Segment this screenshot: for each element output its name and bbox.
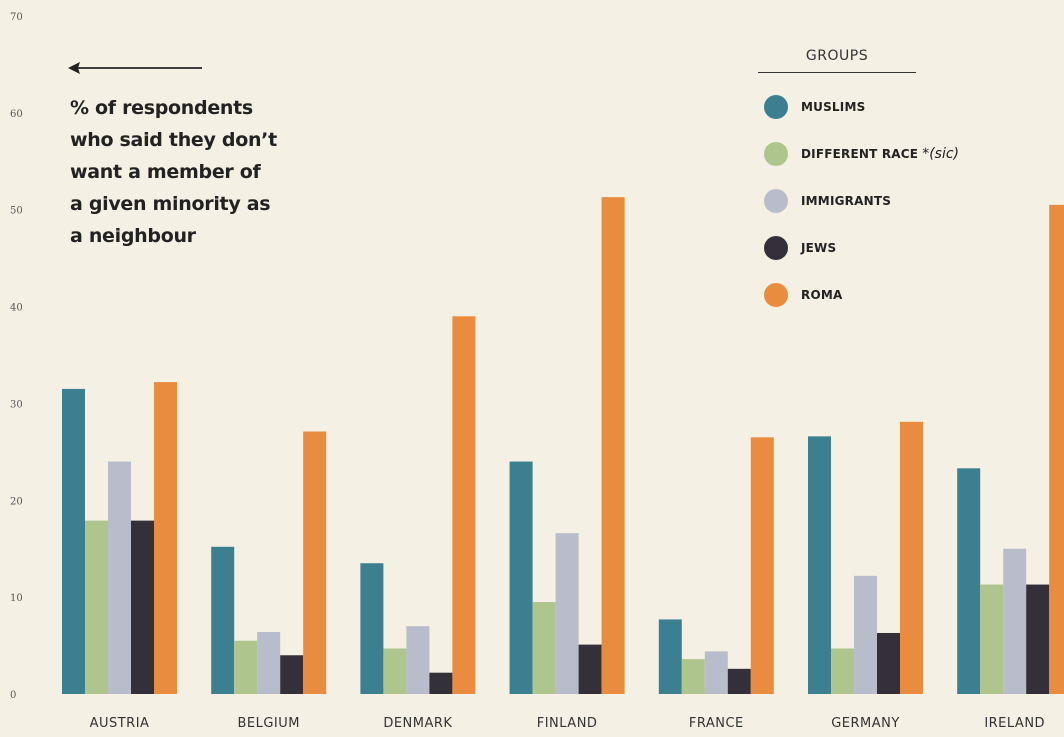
bar-jews: [280, 655, 304, 694]
bar-muslims: [509, 461, 533, 694]
y-tick-label: 50: [10, 206, 23, 217]
legend-item-immigrants: IMMIGRANTS: [758, 177, 1018, 224]
legend-label: ROMA: [801, 287, 843, 302]
bar-muslims: [360, 563, 384, 694]
bar-immigrants: [854, 575, 877, 694]
legend-swatch: [764, 94, 788, 119]
annotation-text: % of respondents who said they don’t wan…: [70, 92, 277, 252]
legend-item-roma: ROMA: [758, 271, 1018, 318]
legend: GROUPS MUSLIMS DIFFERENT RACE *(sic) IMM…: [758, 48, 1018, 318]
bar-group-finland: [509, 197, 625, 694]
bar-muslims: [211, 546, 235, 694]
y-tick-label: 10: [10, 593, 23, 604]
bar-group-belgium: [211, 431, 327, 694]
y-tick-label: 40: [10, 303, 23, 314]
legend-label: IMMIGRANTS: [801, 193, 892, 208]
bar-jews: [877, 632, 900, 694]
bar-group-denmark: [360, 316, 476, 694]
legend-title: GROUPS: [758, 48, 916, 73]
bar-jews: [727, 668, 751, 694]
bar-roma: [601, 197, 625, 694]
legend-item-muslims: MUSLIMS: [758, 83, 1018, 130]
bar-jews: [131, 520, 154, 694]
bar-immigrants: [257, 632, 281, 694]
annotation-line: % of respondents: [70, 97, 253, 119]
bar-jews: [578, 644, 602, 694]
y-tick-label: 0: [10, 690, 16, 701]
y-axis: 0 10 20 30 40 50 60 70: [10, 12, 23, 701]
annotation-line: who said they don’t: [70, 129, 277, 151]
bar-group-austria: [62, 382, 177, 694]
annotation-line: a neighbour: [70, 225, 196, 247]
x-tick-label: FRANCE: [689, 716, 744, 731]
x-tick-label: IRELAND: [984, 716, 1045, 731]
y-tick-label: 20: [10, 496, 23, 507]
bar-roma: [452, 316, 476, 694]
legend-item-different-race: DIFFERENT RACE *(sic): [758, 130, 1018, 177]
bar-muslims: [658, 619, 682, 694]
bar-muslims: [62, 388, 85, 694]
bar-different-race: [980, 584, 1004, 694]
legend-swatch: [764, 282, 788, 307]
bar-roma: [1049, 204, 1064, 694]
bar-muslims: [808, 436, 831, 694]
bar-roma: [303, 431, 327, 694]
x-tick-label: FINLAND: [537, 716, 598, 731]
legend-item-jews: JEWS: [758, 224, 1018, 271]
left-arrow-icon: [68, 62, 202, 74]
x-tick-label: BELGIUM: [237, 716, 300, 731]
legend-note: *(sic): [922, 145, 960, 162]
bar-roma: [750, 437, 774, 694]
bar-different-race: [85, 520, 108, 694]
x-tick-label: AUSTRIA: [90, 716, 150, 731]
annotation-line: a given minority as: [70, 193, 271, 215]
x-axis: AUSTRIA BELGIUM DENMARK FINLAND FRANCE GERMAN…: [90, 716, 1045, 731]
bar-different-race: [234, 640, 258, 694]
y-tick-label: 70: [10, 12, 23, 23]
bar-jews: [429, 672, 453, 694]
bar-roma: [900, 421, 923, 694]
bar-muslims: [957, 468, 981, 694]
bar-roma: [154, 382, 177, 694]
bar-immigrants: [1003, 548, 1027, 694]
bar-immigrants: [406, 626, 430, 694]
bar-group-germany: [808, 421, 923, 694]
bar-immigrants: [704, 651, 728, 694]
x-tick-label: GERMANY: [831, 716, 900, 731]
legend-swatch: [764, 235, 788, 260]
bar-different-race: [831, 648, 854, 694]
bar-group-ireland: [957, 204, 1064, 694]
bar-different-race: [532, 601, 556, 694]
legend-swatch: [764, 188, 788, 213]
legend-label: JEWS: [801, 240, 837, 255]
legend-label: DIFFERENT RACE: [801, 146, 919, 161]
bar-different-race: [383, 648, 407, 694]
y-tick-label: 30: [10, 399, 23, 410]
bar-immigrants: [108, 461, 131, 694]
bar-group-france: [658, 437, 774, 694]
legend-label: MUSLIMS: [801, 99, 866, 114]
y-tick-label: 60: [10, 109, 23, 120]
x-tick-label: DENMARK: [383, 716, 452, 731]
bar-immigrants: [555, 533, 579, 694]
legend-swatch: [764, 141, 788, 166]
bar-jews: [1026, 584, 1050, 694]
annotation-line: want a member of: [70, 161, 261, 183]
bar-different-race: [681, 659, 705, 694]
bars: [62, 197, 1064, 694]
